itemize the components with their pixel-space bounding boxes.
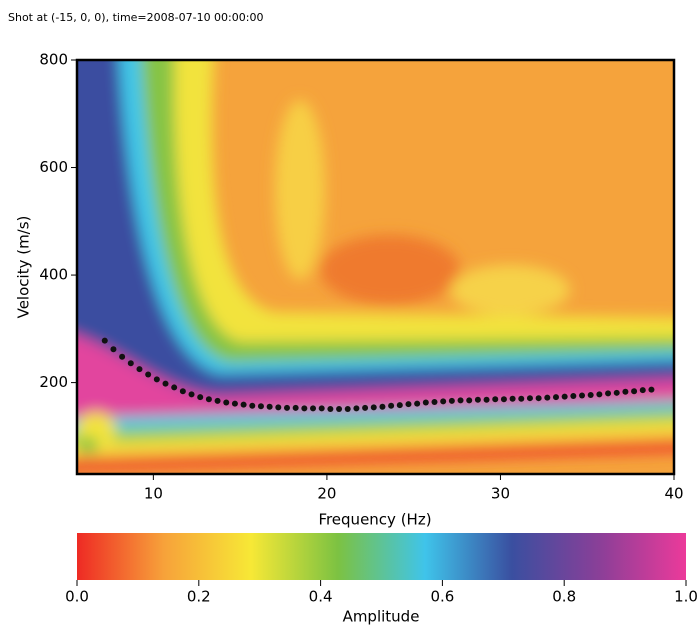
- colorbar-label: Amplitude: [343, 608, 420, 626]
- y-tick-label: 400: [39, 266, 68, 284]
- x-tick-label: 20: [317, 485, 336, 503]
- point: [257, 403, 264, 410]
- point: [396, 402, 403, 409]
- heatmap: [77, 60, 674, 474]
- point: [622, 388, 629, 395]
- colorbar-tick-label: 0.8: [552, 588, 576, 606]
- colorbar-tick-label: 0.6: [430, 588, 454, 606]
- point: [500, 396, 507, 403]
- point: [249, 402, 256, 409]
- point: [561, 393, 568, 400]
- point: [127, 360, 134, 367]
- colorbar-tick-label: 1.0: [674, 588, 698, 606]
- point: [223, 399, 230, 406]
- point: [518, 395, 525, 402]
- x-axis-label: Frequency (Hz): [318, 511, 431, 529]
- point: [205, 396, 212, 403]
- point: [639, 387, 646, 394]
- point: [344, 405, 351, 412]
- point: [318, 405, 325, 412]
- point: [101, 337, 108, 344]
- point: [240, 401, 247, 408]
- point: [136, 366, 143, 373]
- point: [292, 404, 299, 411]
- point: [379, 403, 386, 410]
- point: [440, 398, 447, 405]
- colorbar: [77, 533, 686, 580]
- point: [466, 397, 473, 404]
- point: [370, 404, 377, 411]
- colorbar-tick-label: 0.2: [187, 588, 211, 606]
- point: [214, 397, 221, 404]
- point: [275, 404, 282, 411]
- y-tick-label: 800: [39, 51, 68, 69]
- point: [457, 397, 464, 404]
- point: [231, 400, 238, 407]
- point: [327, 405, 334, 412]
- colorbar-tick-label: 0.0: [65, 588, 89, 606]
- chart-title: Shot at (-15, 0, 0), time=2008-07-10 00:…: [8, 11, 263, 24]
- y-tick-label: 200: [39, 373, 68, 391]
- point: [613, 389, 620, 396]
- point: [405, 401, 412, 408]
- point: [283, 404, 290, 411]
- point: [414, 400, 421, 407]
- point: [605, 390, 612, 397]
- point: [171, 384, 178, 391]
- x-tick-label: 40: [664, 485, 683, 503]
- point: [526, 395, 533, 402]
- point: [648, 386, 655, 393]
- x-tick-label: 30: [491, 485, 510, 503]
- point: [570, 393, 577, 400]
- point: [587, 391, 594, 398]
- point: [509, 395, 516, 402]
- point: [197, 394, 204, 401]
- point: [353, 405, 360, 412]
- point: [483, 396, 490, 403]
- point: [544, 394, 551, 401]
- point: [388, 402, 395, 409]
- point: [631, 388, 638, 395]
- point: [552, 394, 559, 401]
- point: [336, 405, 343, 412]
- point: [579, 392, 586, 399]
- point: [492, 396, 499, 403]
- colorbar-tick-label: 0.4: [309, 588, 333, 606]
- point: [110, 346, 117, 353]
- y-axis-label: Velocity (m/s): [15, 216, 33, 319]
- point: [301, 405, 308, 412]
- point: [535, 395, 542, 402]
- point: [145, 371, 152, 378]
- point: [422, 399, 429, 406]
- plot-frame: [75, 58, 676, 476]
- point: [474, 396, 481, 403]
- point: [153, 376, 160, 383]
- point: [431, 398, 438, 405]
- point: [179, 388, 186, 395]
- point: [448, 397, 455, 404]
- point: [362, 404, 369, 411]
- y-tick-label: 600: [39, 158, 68, 176]
- point: [310, 405, 317, 412]
- x-tick-label: 10: [144, 485, 163, 503]
- point: [596, 391, 603, 398]
- point: [119, 353, 126, 360]
- point: [188, 391, 195, 398]
- point: [266, 403, 273, 410]
- point: [162, 380, 169, 387]
